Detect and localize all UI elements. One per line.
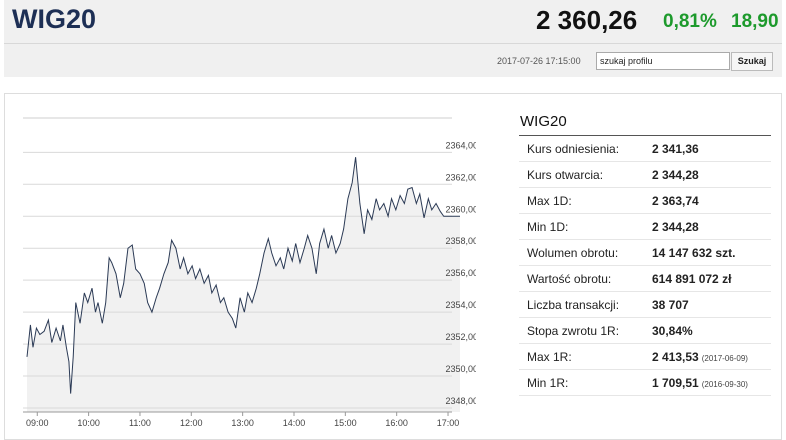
y-tick-label: 2356,00 [445, 268, 476, 278]
table-row: Wolumen obrotu: 14 147 632 szt. [519, 240, 771, 266]
table-row: Min 1R: 1 709,51 (2016-09-30) [519, 370, 771, 396]
y-tick-label: 2360,00 [445, 204, 476, 214]
y-tick-label: 2364,00 [445, 140, 476, 150]
row-value-wrap: 38 707 [652, 298, 689, 312]
x-tick-label: 11:00 [129, 418, 151, 428]
y-tick-label: 2350,00 [445, 364, 476, 374]
row-value: 2 344,28 [652, 220, 699, 234]
separator [4, 43, 782, 44]
y-tick-label: 2348,00 [445, 396, 476, 406]
x-tick-label: 14:00 [283, 418, 306, 428]
chart: 2348,00 2350,00 2352,00 2354,00 2356,00 2358,… [23, 117, 476, 428]
row-label: Min 1R: [527, 376, 569, 390]
row-value-wrap: 2 413,53 (2017-06-09) [652, 350, 748, 364]
x-tick-label: 17:00 [437, 418, 460, 428]
table-row: Min 1D: 2 344,28 [519, 214, 771, 240]
search-input[interactable]: szukaj profilu [596, 52, 730, 70]
table-row: Kurs otwarcia: 2 344,28 [519, 162, 771, 188]
x-tick-label: 13:00 [231, 418, 254, 428]
header-bar: WIG20 2 360,26 0,81% 18,90 2017-07-26 17… [4, 0, 782, 77]
row-value: 30,84% [652, 324, 693, 338]
row-value: 614 891 072 zł [652, 272, 732, 286]
row-value-wrap: 1 709,51 (2016-09-30) [652, 376, 748, 390]
row-label: Stopa zwrotu 1R: [527, 324, 620, 338]
y-tick-label: 2358,00 [445, 236, 476, 246]
search-button[interactable]: Szukaj [731, 52, 773, 71]
table-row: Max 1D: 2 363,74 [519, 188, 771, 214]
row-label: Max 1R: [527, 350, 572, 364]
row-value-wrap: 2 363,74 [652, 194, 699, 208]
row-label: Wartość obrotu: [527, 272, 612, 286]
table-row: Kurs odniesienia: 2 341,36 [519, 136, 771, 162]
row-label: Liczba transakcji: [527, 298, 620, 312]
row-label: Wolumen obrotu: [527, 246, 619, 260]
table-row: Liczba transakcji: 38 707 [519, 292, 771, 318]
row-value: 2 344,28 [652, 168, 699, 182]
x-tick-label: 15:00 [334, 418, 357, 428]
row-value-wrap: 30,84% [652, 324, 693, 338]
row-note: (2017-06-09) [701, 354, 748, 363]
row-label: Kurs odniesienia: [527, 142, 620, 156]
change-percent: 0,81% [663, 11, 717, 32]
price: 2 360,26 [536, 5, 638, 35]
x-tick-label: 10:00 [77, 418, 100, 428]
row-label: Max 1D: [527, 194, 572, 208]
row-note: (2016-09-30) [701, 380, 748, 389]
row-label: Min 1D: [527, 220, 569, 234]
row-value-wrap: 614 891 072 zł [652, 272, 731, 286]
x-tick-label: 12:00 [180, 418, 203, 428]
row-label: Kurs otwarcia: [527, 168, 604, 182]
line [26, 157, 460, 394]
row-value-wrap: 14 147 632 szt. [652, 246, 735, 260]
row-value-wrap: 2 344,28 [652, 168, 699, 182]
table-row: Max 1R: 2 413,53 (2017-06-09) [519, 344, 771, 370]
x-tick-label: 09:00 [26, 418, 49, 428]
row-value-wrap: 2 344,28 [652, 220, 699, 234]
row-value-wrap: 2 341,36 [652, 142, 699, 156]
timestamp: 2017-07-26 17:15:00 [497, 56, 581, 66]
change-absolute: 18,90 [731, 11, 779, 32]
table-row: Wartość obrotu: 614 891 072 zł [519, 266, 771, 292]
row-value: 2 413,53 [652, 350, 699, 364]
stats-table: WIG20 Kurs odniesienia: 2 341,36 Kurs otwa… [519, 110, 771, 396]
row-value: 1 709,51 [652, 376, 699, 390]
row-value: 14 147 632 szt. [652, 246, 736, 260]
index-title: WIG20 [12, 4, 97, 34]
table-row: Stopa zwrotu 1R: 30,84% [519, 318, 771, 344]
y-tick-label: 2352,00 [445, 332, 476, 342]
y-tick-label: 2362,00 [445, 172, 476, 182]
table-title: WIG20 [519, 110, 771, 136]
area [27, 157, 460, 412]
row-value: 38 707 [652, 298, 689, 312]
y-tick-label: 2354,00 [445, 300, 476, 310]
row-value: 2 341,36 [652, 142, 699, 156]
row-value: 2 363,74 [652, 194, 699, 208]
x-tick-label: 16:00 [385, 418, 408, 428]
